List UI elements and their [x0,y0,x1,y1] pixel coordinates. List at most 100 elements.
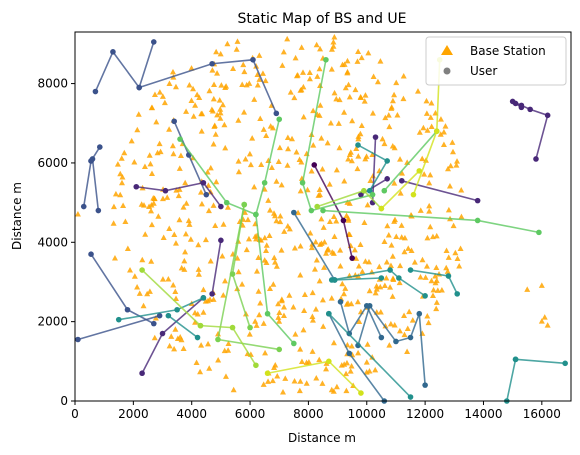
base-station-marker [194,311,201,317]
base-station-marker [131,273,138,279]
base-station-marker [432,272,439,279]
base-station-marker [151,334,158,341]
base-station-marker [353,145,360,151]
user-point [314,203,320,210]
base-station-marker [385,232,392,238]
base-station-marker [356,318,363,325]
base-station-marker [186,221,193,227]
base-station-marker [457,245,464,251]
base-station-marker [298,358,305,364]
base-station-marker [401,248,408,255]
base-station-marker [327,120,334,126]
base-station-marker [244,216,251,223]
base-station-marker [449,139,456,145]
base-station-marker [406,308,413,315]
base-station-marker [538,282,545,288]
base-station-marker [195,241,202,248]
base-station-marker [176,165,183,171]
user-point [398,177,405,184]
x-tick-label: 16000 [523,407,561,421]
user-point [88,251,94,257]
user-point [326,358,332,365]
base-station-marker [262,77,269,84]
plot-area [74,33,568,404]
user-point [416,310,423,317]
base-station-marker [307,229,314,236]
base-station-marker [316,112,323,118]
base-station-marker [173,187,180,193]
base-station-marker [292,331,299,337]
base-station-marker [210,95,217,102]
base-station-marker [156,140,163,147]
base-station-marker [118,179,125,186]
base-station-marker [382,114,389,121]
base-station-marker [316,65,323,72]
base-station-marker [317,45,324,52]
base-station-marker [242,156,249,162]
user-point [358,390,364,396]
base-station-marker [112,190,119,197]
base-station-marker [200,309,207,315]
user-point [150,320,157,327]
base-station-marker [385,112,392,118]
base-station-marker [220,292,227,298]
base-station-marker [270,281,277,287]
user-point [200,295,207,301]
base-station-marker [444,268,451,274]
base-station-marker [404,325,411,331]
base-station-marker [445,254,452,260]
base-station-marker [235,158,242,164]
base-station-marker [313,256,320,263]
base-station-marker [318,215,325,222]
base-station-marker [195,271,202,277]
base-station-marker [291,245,298,251]
base-station-marker [284,35,291,42]
base-station-marker [209,107,216,114]
base-station-marker [398,222,405,228]
base-station-marker [393,233,400,239]
y-tick-label: 6000 [37,156,68,170]
base-station-marker [274,373,281,379]
base-station-marker [309,317,316,323]
base-station-marker [146,152,153,158]
base-station-marker [247,161,254,168]
user-point [250,56,256,63]
user-point [291,340,297,347]
base-station-marker [151,91,158,98]
x-tick-label: 8000 [293,407,324,421]
base-station-marker [345,156,352,162]
base-station-marker [544,322,551,328]
base-station-marker [281,228,288,234]
base-station-marker [372,289,379,296]
base-station-marker [303,380,310,386]
base-station-marker [257,299,264,306]
user-point [174,306,180,313]
user-point [264,370,271,377]
base-station-marker [358,54,365,61]
base-station-marker [269,377,276,384]
base-station-marker [252,318,259,324]
base-station-marker [183,108,190,114]
base-station-marker [156,89,163,95]
base-station-marker [437,116,444,122]
base-station-marker [398,234,405,240]
base-station-marker [389,253,396,259]
user-point [407,394,414,400]
base-station-marker [354,298,361,305]
base-station-marker [377,309,384,315]
base-station-marker [135,111,142,117]
base-station-marker [434,287,441,293]
base-station-marker [346,151,353,158]
base-station-marker [155,213,162,219]
base-station-marker [311,266,318,272]
user-point [358,191,364,198]
base-station-marker [182,179,189,186]
base-station-marker [317,102,324,108]
base-station-marker [139,256,146,263]
user-point [110,49,116,55]
base-station-marker [300,113,307,120]
user-track-line [339,301,383,338]
base-station-marker [428,277,435,284]
base-station-marker [211,123,218,129]
base-station-marker [285,145,292,152]
